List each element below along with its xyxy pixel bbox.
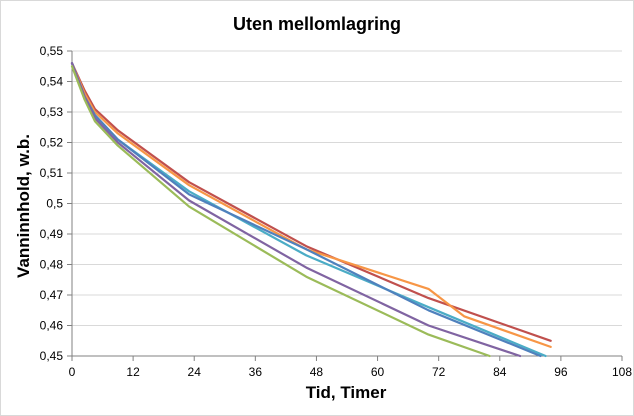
x-tick-label-1: 12 [126,365,140,379]
y-tick-label-6: 0,51 [40,166,64,180]
y-tick-label-2: 0,47 [40,288,64,302]
y-tick-label-0: 0,45 [40,349,64,363]
y-tick-label-5: 0,5 [46,197,63,211]
y-tick-label-7: 0,52 [40,136,64,150]
series-line-6 [70,65,491,358]
gridlines [72,50,622,357]
x-tick-label-7: 84 [493,365,507,379]
x-tick-label-0: 0 [69,365,76,379]
x-tick-label-2: 24 [188,365,202,379]
series-lines [70,62,552,358]
x-tick-label-6: 72 [432,365,446,379]
x-tick-label-3: 36 [249,365,263,379]
series-line-1 [70,62,552,342]
series-line-2 [70,62,552,348]
x-tick-label-8: 96 [554,365,568,379]
x-tick-label-5: 60 [371,365,385,379]
axes [67,50,623,361]
y-tick-labels: 0,45 0,46 0,47 0,48 0,49 0,5 0,51 0,52 0,53 0,54 0… [40,44,64,363]
y-tick-label-10: 0,55 [40,44,64,58]
y-tick-label-8: 0,53 [40,105,64,119]
x-axis-label: Tid, Timer [306,383,387,402]
x-tick-label-4: 48 [310,365,324,379]
y-tick-label-9: 0,54 [40,75,64,89]
chart-title: Uten mellomlagring [232,14,402,34]
x-tick-labels: 0 12 24 36 48 60 72 84 96 108 [69,365,633,379]
y-tick-label-3: 0,48 [40,258,64,272]
series-line-5 [70,62,522,358]
series-line-3 [70,62,547,358]
y-axis-label: Vanninnhold, w.b. [14,134,33,278]
y-tick-label-4: 0,49 [40,227,64,241]
y-tick-label-1: 0,46 [40,319,64,333]
x-tick-label-9: 108 [612,365,632,379]
